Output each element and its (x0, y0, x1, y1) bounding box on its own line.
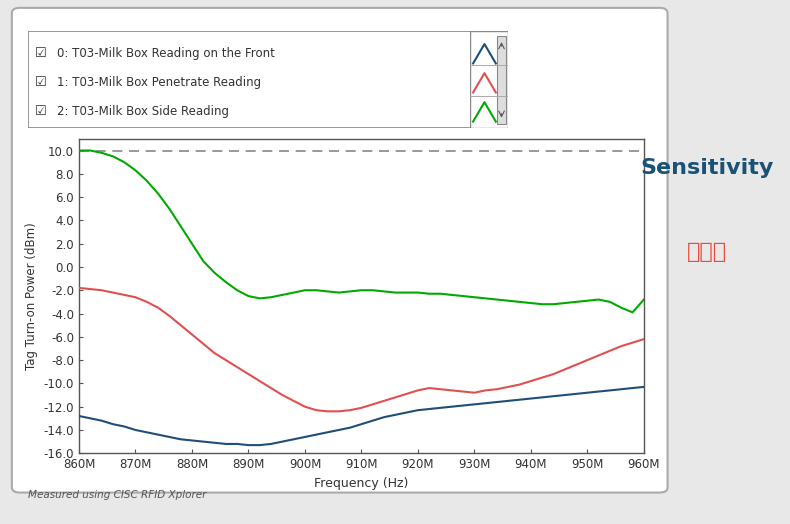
Text: ☑: ☑ (34, 77, 47, 89)
Text: 2: T03-Milk Box Side Reading: 2: T03-Milk Box Side Reading (57, 105, 228, 118)
Text: ☑: ☑ (34, 47, 47, 60)
Text: 0: T03-Milk Box Reading on the Front: 0: T03-Milk Box Reading on the Front (57, 47, 275, 60)
Text: Measured using CISC RFID Xplorer: Measured using CISC RFID Xplorer (28, 490, 206, 500)
Text: Sensitivity: Sensitivity (641, 158, 773, 178)
Y-axis label: Tag Turn-on Power (dBm): Tag Turn-on Power (dBm) (25, 222, 38, 370)
X-axis label: Frequency (Hz): Frequency (Hz) (314, 477, 408, 489)
Bar (498, 36, 506, 124)
Text: 1: T03-Milk Box Penetrate Reading: 1: T03-Milk Box Penetrate Reading (57, 77, 261, 89)
FancyBboxPatch shape (28, 31, 474, 128)
Text: ☑: ☑ (34, 105, 47, 118)
FancyBboxPatch shape (12, 8, 668, 493)
FancyBboxPatch shape (470, 31, 508, 128)
Text: 灵敏度: 灵敏度 (687, 242, 727, 261)
